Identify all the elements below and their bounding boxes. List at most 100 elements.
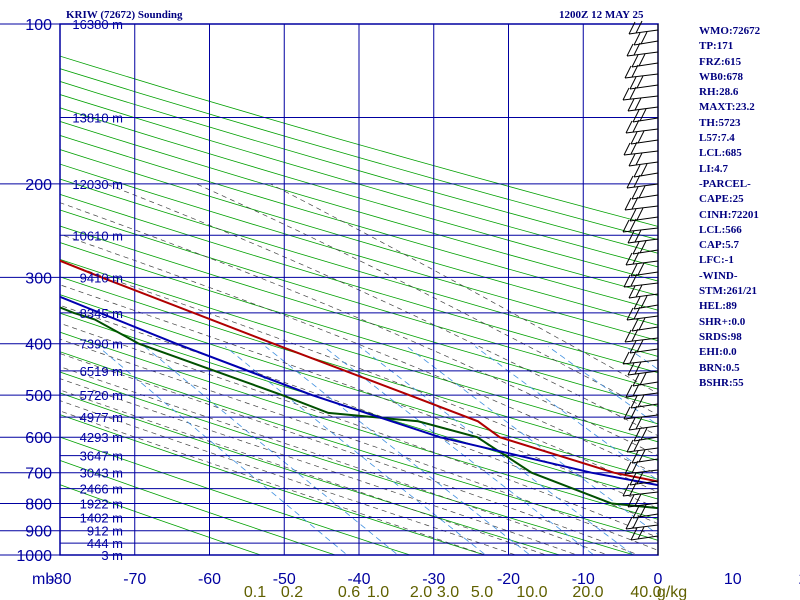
- moist-adiabat-line: [60, 284, 658, 509]
- wind-barb-feather: [632, 119, 640, 133]
- time-label: 1200Z 12 MAY 25: [559, 9, 644, 21]
- wind-barb-shaft: [629, 216, 659, 222]
- wind-barb-shaft: [633, 40, 659, 46]
- wind-barb-feather: [627, 362, 635, 376]
- wind-barb-feather: [629, 340, 637, 354]
- wind-barb-shaft: [623, 150, 659, 156]
- wind-barb-feather: [631, 196, 639, 210]
- wind-barb-feather: [637, 526, 645, 540]
- wind-barb-feather: [633, 428, 641, 442]
- height-label: 4977 m: [80, 410, 123, 425]
- wind-barb-feather: [637, 262, 645, 276]
- height-label: 3043 m: [80, 466, 123, 481]
- wind-barb-feather: [636, 75, 644, 89]
- dry-adiabat-line: [60, 484, 262, 555]
- wind-barb-shaft: [630, 535, 659, 541]
- temperature-tick-label: -70: [123, 571, 146, 588]
- wind-barb-feather: [634, 361, 642, 375]
- stat-line: L57:7.4: [699, 132, 735, 145]
- wind-barb-feather: [623, 274, 631, 288]
- wind-barb-shaft: [629, 480, 659, 486]
- pressure-tick-label: 200: [25, 177, 52, 194]
- wind-barb-feather: [627, 230, 635, 244]
- wind-barb-feather: [640, 427, 648, 441]
- wind-barb-feather: [633, 174, 641, 188]
- dry-adiabat-line: [60, 193, 658, 374]
- mixing-ratio-line: [359, 346, 635, 555]
- moist-adiabat-line: [60, 338, 658, 551]
- wind-barb-feather: [632, 373, 640, 387]
- wind-barb-feather: [624, 197, 632, 211]
- wind-barb-feather: [628, 417, 636, 431]
- mixing-ratio-label: 40.0: [630, 584, 661, 600]
- stat-line: CAPE:25: [699, 193, 744, 206]
- moist-adiabat-line: [60, 304, 658, 524]
- dry-adiabat-line: [60, 209, 658, 390]
- moist-adiabat-line: [60, 366, 609, 555]
- stat-line: TP:171: [699, 40, 734, 53]
- wind-barb-feather: [639, 108, 647, 122]
- mixing-ratio-line: [224, 346, 487, 555]
- temperature-tick-label: 10: [724, 571, 742, 588]
- wind-barb-shaft: [632, 117, 659, 123]
- wind-barb-shaft: [631, 62, 659, 68]
- stat-line: EHI:0.0: [699, 346, 737, 359]
- wind-barb-feather: [634, 97, 642, 111]
- wind-barb-feather: [629, 472, 637, 486]
- wind-barb-feather: [631, 54, 639, 68]
- wind-barb-feather: [631, 64, 639, 78]
- moist-adiabat-line: [60, 378, 578, 555]
- wind-barb-feather: [630, 273, 638, 287]
- wind-barb-feather: [631, 318, 639, 332]
- wind-barb-feather: [628, 153, 636, 167]
- height-label: 16380 m: [72, 17, 123, 32]
- wind-barb-feather: [631, 186, 639, 200]
- wind-barb-feather: [634, 229, 642, 243]
- wind-barb-feather: [631, 328, 639, 342]
- stat-line: LFC:-1: [699, 254, 734, 267]
- wind-barb-feather: [625, 120, 633, 134]
- wind-barb-feather: [632, 505, 640, 519]
- pressure-tick-label: 500: [25, 388, 52, 405]
- wind-barb-shaft: [625, 260, 659, 266]
- wind-barb-shaft: [632, 249, 659, 255]
- dry-adiabat-line: [60, 414, 487, 555]
- mixing-ratio-line: [144, 346, 399, 555]
- moist-adiabat-line: [60, 233, 658, 475]
- wind-barb-shaft: [628, 425, 659, 431]
- wind-barb-shaft: [623, 282, 659, 288]
- wind-barb-feather: [622, 351, 630, 365]
- pressure-tick-label: 300: [25, 270, 52, 287]
- height-label: 6519 m: [80, 364, 123, 379]
- dry-adiabat-line: [60, 94, 658, 268]
- temperature-tick-label: -30: [422, 571, 445, 588]
- dry-adiabat-line: [60, 436, 412, 555]
- wind-barb-feather: [630, 395, 638, 409]
- wind-barb-shaft: [627, 238, 659, 244]
- temperature-profile: [60, 259, 658, 483]
- wind-barb-feather: [632, 515, 640, 529]
- station-title: KRIW (72672) Sounding: [66, 9, 183, 21]
- wind-barb-feather: [639, 504, 647, 518]
- dry-adiabat-line: [60, 163, 658, 342]
- wind-barb-feather: [629, 482, 637, 496]
- mixing-ratio-label: 10.0: [516, 584, 547, 600]
- wind-barb-feather: [640, 163, 648, 177]
- height-label: 3647 m: [80, 449, 123, 464]
- sounding-profiles: [60, 259, 658, 510]
- mixing-ratio-label: 2.0: [410, 584, 432, 600]
- wind-barb-shaft: [629, 348, 659, 354]
- dry-adiabat-line: [60, 149, 658, 326]
- mixing-ratio-line: [265, 346, 531, 555]
- background-lines: [60, 24, 658, 555]
- wind-barb-shaft: [627, 502, 659, 508]
- height-label: 3 m: [101, 548, 123, 563]
- wind-barb-feather: [638, 317, 646, 331]
- wind-barb-shaft: [624, 205, 659, 211]
- wind-barb-feather: [626, 43, 634, 57]
- wind-barb-feather: [632, 251, 640, 265]
- mixing-ratio-line: [475, 346, 658, 481]
- stat-line: LCL:566: [699, 223, 742, 236]
- wind-barb-feather: [635, 20, 643, 34]
- temperature-tick-label: -10: [572, 571, 595, 588]
